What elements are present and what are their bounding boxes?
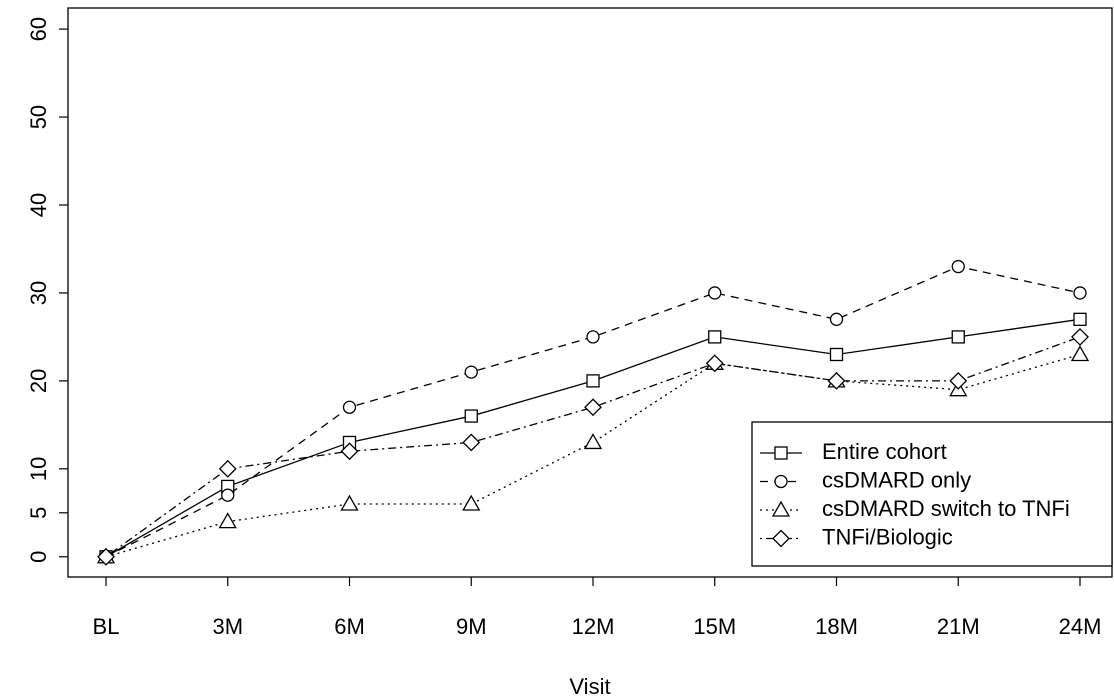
data-point bbox=[586, 374, 600, 388]
data-point bbox=[1070, 345, 1090, 362]
y-tick-label: 10 bbox=[26, 457, 51, 481]
x-tick-label: 12M bbox=[572, 614, 615, 639]
data-point bbox=[462, 433, 481, 452]
legend-label: Entire cohort bbox=[822, 439, 947, 464]
y-tick-label: 50 bbox=[26, 105, 51, 129]
data-point bbox=[708, 286, 722, 300]
data-point bbox=[340, 442, 359, 461]
x-axis-label: Visit bbox=[569, 674, 610, 699]
data-point bbox=[829, 347, 844, 362]
legend-label: TNFi/Biologic bbox=[822, 524, 953, 549]
x-tick-label: 9M bbox=[456, 614, 487, 639]
data-point bbox=[584, 398, 602, 417]
x-tick-label: 3M bbox=[212, 614, 243, 639]
y-tick-label: 60 bbox=[26, 17, 51, 41]
legend-label: csDMARD only bbox=[822, 467, 971, 492]
data-point bbox=[218, 512, 237, 529]
data-point bbox=[340, 494, 359, 511]
x-tick-label: 15M bbox=[693, 614, 736, 639]
x-tick-label: 18M bbox=[815, 614, 858, 639]
data-point bbox=[827, 371, 846, 390]
y-tick-label: 0 bbox=[26, 551, 51, 563]
x-tick-label: 6M bbox=[334, 614, 365, 639]
data-point bbox=[1073, 312, 1087, 326]
legend-marker bbox=[774, 474, 788, 489]
data-point bbox=[1073, 286, 1087, 300]
data-point bbox=[583, 433, 603, 450]
data-point bbox=[221, 488, 235, 502]
data-point bbox=[586, 330, 600, 344]
x-tick-label: 21M bbox=[937, 614, 980, 639]
y-tick-label: 5 bbox=[26, 507, 51, 519]
series-line bbox=[105, 265, 1081, 558]
legend-marker bbox=[772, 529, 790, 548]
data-point bbox=[829, 312, 844, 326]
data-point bbox=[464, 409, 478, 423]
data-point bbox=[951, 330, 965, 344]
y-tick-label: 40 bbox=[26, 193, 51, 217]
data-point bbox=[949, 371, 968, 390]
legend-box bbox=[751, 421, 1113, 567]
data-point bbox=[342, 400, 357, 414]
data-point bbox=[708, 330, 722, 344]
data-point bbox=[97, 547, 115, 566]
data-point bbox=[218, 459, 237, 478]
y-tick-label: 30 bbox=[26, 281, 51, 305]
data-point bbox=[705, 354, 724, 373]
x-tick-label: BL bbox=[93, 614, 120, 639]
data-point bbox=[951, 259, 965, 274]
legend-marker bbox=[774, 446, 788, 460]
data-point bbox=[462, 494, 481, 511]
data-point bbox=[464, 365, 478, 379]
data-point bbox=[1071, 327, 1089, 346]
legend-label: csDMARD switch to TNFi bbox=[822, 496, 1070, 521]
x-tick-label: 24M bbox=[1059, 614, 1102, 639]
legend-marker bbox=[771, 500, 791, 517]
y-tick-label: 20 bbox=[26, 369, 51, 393]
